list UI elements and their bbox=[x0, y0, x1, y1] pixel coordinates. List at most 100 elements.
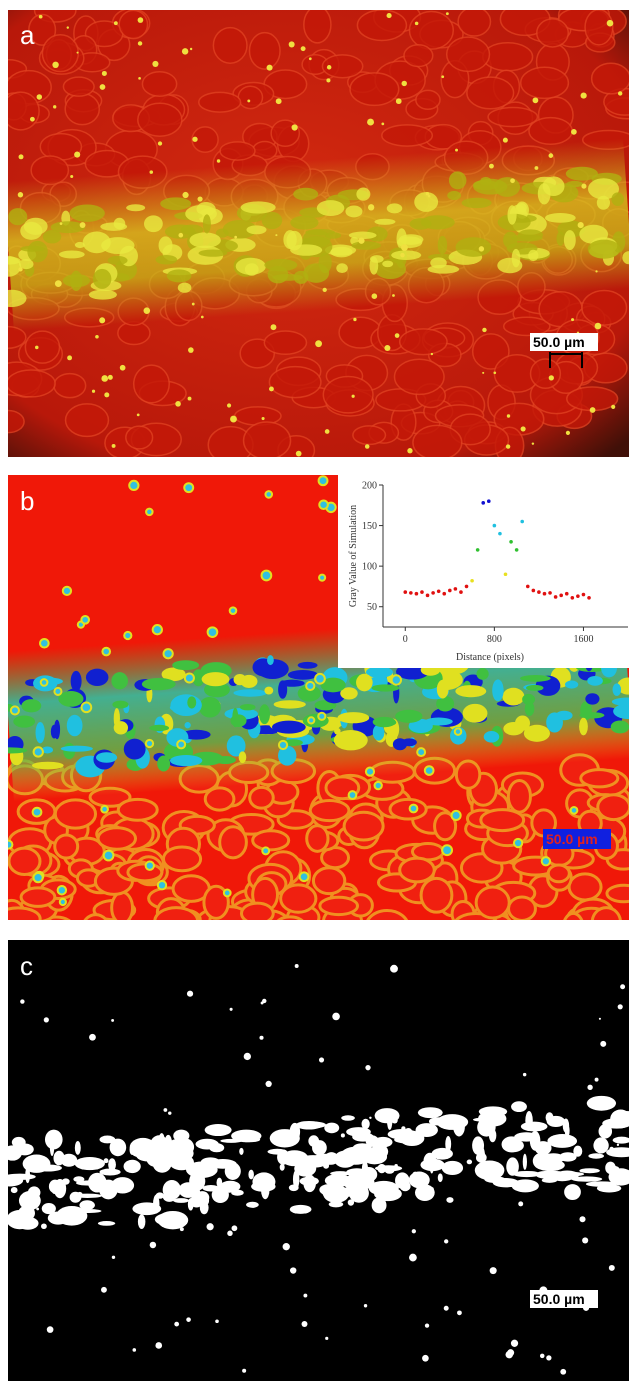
dot bbox=[80, 701, 93, 714]
scale-bar-label: 50.0 µm bbox=[533, 1291, 585, 1307]
cell bbox=[62, 76, 95, 97]
blob bbox=[238, 751, 247, 764]
blob bbox=[311, 1153, 341, 1165]
blob bbox=[340, 687, 358, 700]
dot bbox=[189, 47, 193, 51]
blob bbox=[417, 1107, 443, 1119]
dot bbox=[307, 716, 316, 725]
dot bbox=[457, 1310, 462, 1316]
cell bbox=[263, 330, 308, 356]
blob bbox=[420, 215, 455, 230]
dot bbox=[489, 1267, 497, 1275]
dot bbox=[266, 64, 273, 71]
point bbox=[420, 590, 424, 594]
panel-label: c bbox=[20, 951, 33, 981]
dot bbox=[230, 415, 237, 423]
blob bbox=[377, 1163, 387, 1174]
dot bbox=[56, 885, 68, 896]
blob bbox=[264, 258, 298, 272]
dot bbox=[36, 94, 43, 100]
cell bbox=[567, 872, 603, 902]
panel-c-image bbox=[8, 940, 629, 1381]
dot bbox=[179, 1227, 184, 1232]
dot bbox=[227, 1230, 233, 1237]
cell bbox=[28, 13, 57, 46]
cell bbox=[64, 403, 110, 438]
cell bbox=[110, 890, 135, 920]
point bbox=[448, 588, 452, 593]
dot bbox=[72, 1209, 77, 1213]
cell bbox=[8, 409, 25, 434]
dot bbox=[589, 407, 596, 413]
blob bbox=[564, 680, 579, 689]
blob bbox=[445, 1136, 452, 1153]
blob bbox=[108, 1158, 116, 1171]
cell bbox=[237, 85, 264, 110]
blob bbox=[476, 667, 489, 680]
point bbox=[498, 531, 502, 536]
blob bbox=[226, 735, 246, 757]
blob bbox=[528, 249, 539, 262]
dot bbox=[215, 1319, 219, 1324]
dot bbox=[616, 1143, 620, 1147]
blob bbox=[455, 237, 492, 257]
blob bbox=[269, 1129, 300, 1148]
dot bbox=[52, 1188, 58, 1195]
dot bbox=[582, 1237, 589, 1244]
point bbox=[548, 591, 552, 595]
blob bbox=[585, 1181, 617, 1187]
dot bbox=[478, 246, 485, 252]
blob bbox=[395, 709, 423, 723]
cell bbox=[566, 386, 619, 412]
dot bbox=[155, 1342, 163, 1349]
dot bbox=[548, 153, 554, 158]
dot bbox=[600, 1040, 607, 1047]
blob bbox=[97, 1221, 116, 1226]
dot bbox=[35, 345, 39, 350]
dot bbox=[39, 678, 49, 687]
dot bbox=[200, 315, 204, 319]
point bbox=[403, 590, 408, 594]
dot bbox=[222, 888, 232, 898]
blob bbox=[415, 1123, 438, 1137]
blob bbox=[264, 686, 274, 695]
blob bbox=[612, 1136, 629, 1144]
blob bbox=[477, 1117, 496, 1137]
dot bbox=[277, 739, 289, 751]
blob bbox=[152, 1194, 160, 1214]
dot bbox=[74, 151, 81, 158]
blob bbox=[524, 701, 535, 717]
point bbox=[581, 592, 586, 597]
dot bbox=[392, 294, 395, 297]
dot bbox=[260, 569, 273, 582]
dot bbox=[506, 414, 511, 418]
blob bbox=[546, 1115, 566, 1127]
point bbox=[442, 591, 447, 596]
cell bbox=[53, 372, 87, 399]
cell bbox=[161, 845, 203, 873]
dot bbox=[38, 14, 43, 19]
cell bbox=[381, 124, 434, 147]
dot bbox=[111, 1018, 115, 1022]
point bbox=[453, 587, 458, 591]
blob bbox=[22, 1154, 51, 1173]
cell bbox=[203, 786, 236, 812]
point bbox=[542, 591, 547, 596]
dot bbox=[416, 747, 427, 758]
dot bbox=[595, 270, 598, 273]
blob bbox=[18, 1191, 41, 1211]
cell bbox=[579, 768, 620, 789]
dot bbox=[528, 1185, 532, 1188]
blob bbox=[123, 1159, 141, 1174]
dot bbox=[377, 1113, 384, 1120]
blob bbox=[35, 677, 63, 686]
blob bbox=[370, 1144, 389, 1160]
dot bbox=[560, 1368, 567, 1375]
dot bbox=[111, 443, 116, 448]
dot bbox=[594, 1077, 599, 1082]
dot bbox=[308, 57, 312, 61]
dot bbox=[364, 766, 376, 777]
blob bbox=[259, 704, 271, 725]
y-axis-title: Gray Value of Simulation bbox=[348, 505, 359, 607]
cell bbox=[529, 358, 562, 389]
